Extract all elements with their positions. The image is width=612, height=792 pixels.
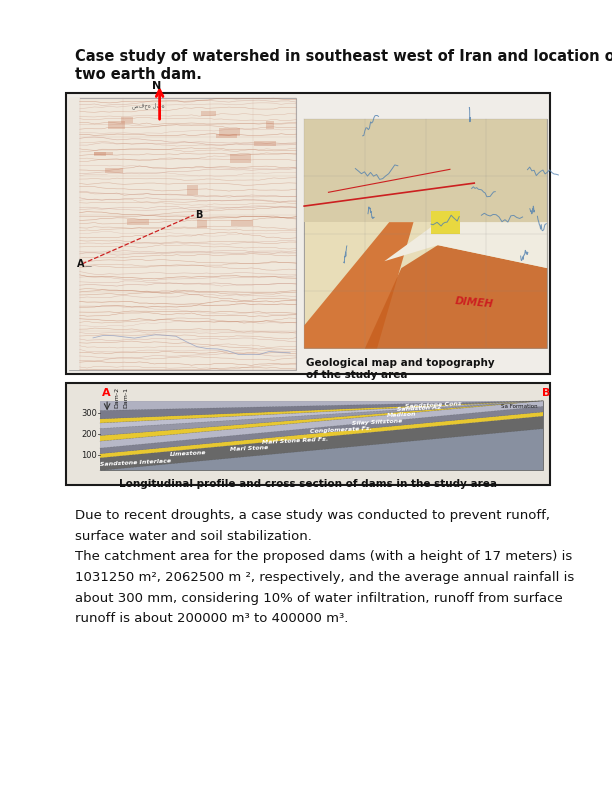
Text: Dam-1: Dam-1 xyxy=(123,386,128,408)
Text: B: B xyxy=(542,387,550,398)
FancyBboxPatch shape xyxy=(304,119,547,222)
Polygon shape xyxy=(100,416,543,470)
Text: Marl Stone: Marl Stone xyxy=(230,444,268,451)
FancyBboxPatch shape xyxy=(69,98,296,370)
FancyBboxPatch shape xyxy=(430,211,460,234)
Text: Marl Stone Red Fs.: Marl Stone Red Fs. xyxy=(262,436,328,444)
Text: of the study area: of the study area xyxy=(306,370,408,380)
Polygon shape xyxy=(100,412,543,458)
Polygon shape xyxy=(100,406,543,454)
Text: N: N xyxy=(152,81,162,91)
FancyBboxPatch shape xyxy=(94,151,113,155)
Text: 300: 300 xyxy=(81,409,97,418)
FancyBboxPatch shape xyxy=(127,219,149,225)
Text: A: A xyxy=(102,387,111,398)
FancyBboxPatch shape xyxy=(231,219,253,227)
Text: Sandstone Cons: Sandstone Cons xyxy=(405,401,462,409)
Polygon shape xyxy=(100,401,543,428)
Text: Sandston A2: Sandston A2 xyxy=(397,405,442,412)
FancyBboxPatch shape xyxy=(66,383,550,485)
Text: Case study of watershed in southeast west of Iran and location of: Case study of watershed in southeast wes… xyxy=(75,49,612,64)
Text: 1031250 m², 2062500 m ², respectively, and the average annual rainfall is: 1031250 m², 2062500 m ², respectively, a… xyxy=(75,571,575,584)
Text: The catchment area for the proposed dams (with a height of 17 meters) is: The catchment area for the proposed dams… xyxy=(75,550,573,563)
Text: Conglomerate Fs.: Conglomerate Fs. xyxy=(310,426,372,434)
Text: 200: 200 xyxy=(81,430,97,439)
Text: صفحه لپه: صفحه لپه xyxy=(132,102,165,109)
FancyBboxPatch shape xyxy=(66,93,550,374)
FancyBboxPatch shape xyxy=(100,401,543,470)
FancyBboxPatch shape xyxy=(69,98,80,370)
Text: two earth dam.: two earth dam. xyxy=(75,67,202,82)
Polygon shape xyxy=(384,222,547,268)
Text: —: — xyxy=(84,264,91,269)
Polygon shape xyxy=(100,401,543,436)
FancyBboxPatch shape xyxy=(266,120,274,129)
Text: Geological map and topography: Geological map and topography xyxy=(306,358,494,368)
Text: Silay Siltstone: Silay Siltstone xyxy=(351,419,402,426)
Text: Sa Formation: Sa Formation xyxy=(501,404,537,409)
Text: Due to recent droughts, a case study was conducted to prevent runoff,: Due to recent droughts, a case study was… xyxy=(75,509,550,522)
FancyBboxPatch shape xyxy=(304,119,547,348)
Polygon shape xyxy=(100,401,543,448)
FancyBboxPatch shape xyxy=(216,135,237,138)
Text: Sandstone Interlace: Sandstone Interlace xyxy=(100,459,171,466)
Text: A: A xyxy=(77,259,84,269)
FancyBboxPatch shape xyxy=(230,154,251,163)
FancyBboxPatch shape xyxy=(108,120,125,129)
FancyBboxPatch shape xyxy=(105,168,122,173)
Text: surface water and soil stabilization.: surface water and soil stabilization. xyxy=(75,530,312,543)
Text: Dam-2: Dam-2 xyxy=(114,386,119,408)
Polygon shape xyxy=(100,401,543,419)
Polygon shape xyxy=(304,222,414,348)
FancyBboxPatch shape xyxy=(121,117,133,123)
Polygon shape xyxy=(100,401,543,441)
Text: 100: 100 xyxy=(81,451,97,459)
Text: about 300 mm, considering 10% of water infiltration, runoff from surface: about 300 mm, considering 10% of water i… xyxy=(75,592,563,604)
FancyBboxPatch shape xyxy=(197,220,207,228)
Polygon shape xyxy=(365,245,547,348)
Text: Limestone: Limestone xyxy=(170,451,207,457)
FancyBboxPatch shape xyxy=(254,141,277,146)
Text: B: B xyxy=(196,210,203,220)
Text: runoff is about 200000 m³ to 400000 m³.: runoff is about 200000 m³ to 400000 m³. xyxy=(75,612,349,625)
FancyBboxPatch shape xyxy=(94,152,106,156)
Polygon shape xyxy=(100,401,543,423)
FancyBboxPatch shape xyxy=(187,185,198,195)
FancyBboxPatch shape xyxy=(219,128,239,136)
Text: DIMEH: DIMEH xyxy=(455,295,494,309)
Polygon shape xyxy=(100,401,543,410)
FancyBboxPatch shape xyxy=(201,111,216,116)
Text: Longitudinal profile and cross section of dams in the study area: Longitudinal profile and cross section o… xyxy=(119,479,497,489)
Text: Madison: Madison xyxy=(387,411,416,417)
